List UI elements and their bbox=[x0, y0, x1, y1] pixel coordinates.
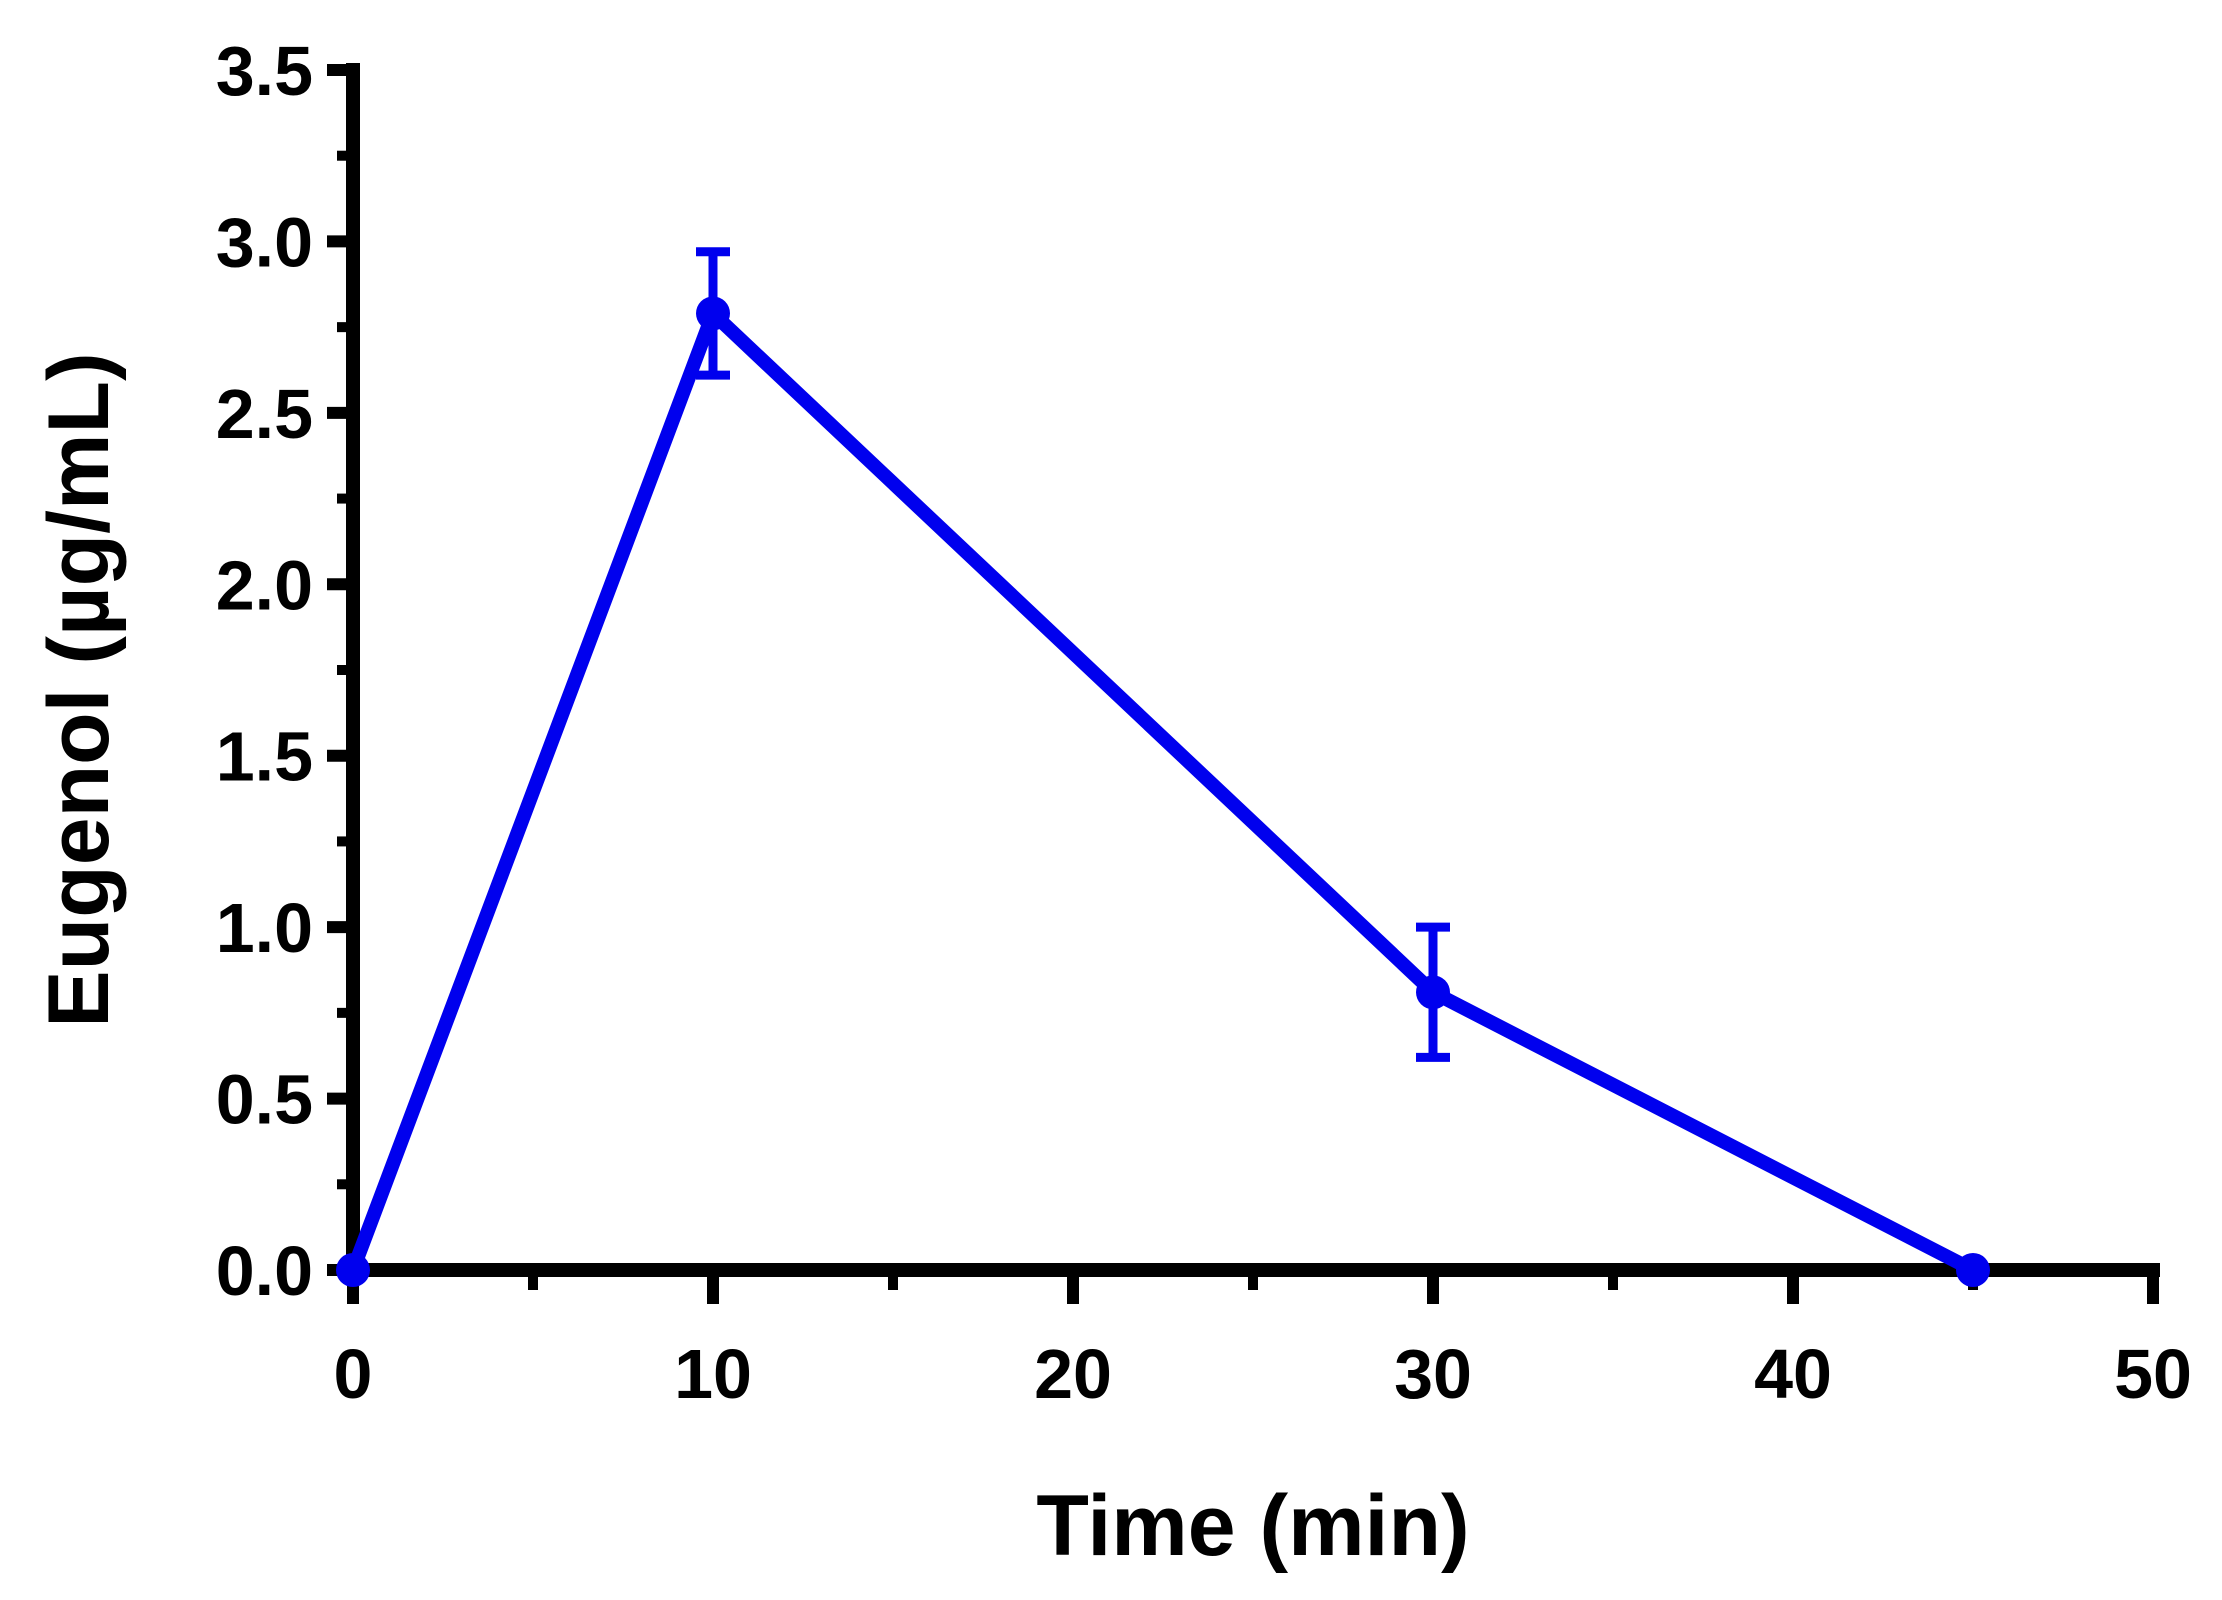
x-axis-ticks: 0 10 20 30 40 50 bbox=[334, 1270, 2192, 1413]
y-tick-label: 3.5 bbox=[216, 32, 313, 110]
y-tick-label: 0.5 bbox=[216, 1061, 313, 1139]
x-axis-title: Time (min) bbox=[1036, 1478, 1469, 1574]
x-tick-label: 50 bbox=[2114, 1335, 2192, 1413]
data-point bbox=[696, 296, 730, 331]
y-tick-label: 2.0 bbox=[216, 546, 313, 624]
y-axis-title: Eugenol (µg/mL) bbox=[31, 352, 127, 1027]
axes bbox=[346, 63, 2160, 1277]
series-line bbox=[346, 301, 1977, 1277]
data-point bbox=[1956, 1253, 1990, 1287]
data-point bbox=[1416, 975, 1450, 1010]
y-tick-label: 1.5 bbox=[216, 718, 313, 796]
x-tick-label: 40 bbox=[1754, 1335, 1832, 1413]
x-tick-label: 10 bbox=[674, 1335, 752, 1413]
data-series bbox=[336, 247, 1990, 1287]
y-tick-label: 2.5 bbox=[216, 375, 313, 453]
x-tick-label: 20 bbox=[1034, 1335, 1112, 1413]
y-tick-label: 3.0 bbox=[216, 203, 313, 281]
y-tick-label: 1.0 bbox=[216, 889, 313, 967]
data-point bbox=[336, 1253, 370, 1287]
x-tick-label: 0 bbox=[334, 1335, 373, 1413]
y-axis-ticks: 0.0 0.5 1.0 1.5 2.0 2.5 3.0 3.5 bbox=[216, 32, 353, 1310]
y-tick-label: 0.0 bbox=[216, 1232, 313, 1310]
x-tick-label: 30 bbox=[1394, 1335, 1472, 1413]
